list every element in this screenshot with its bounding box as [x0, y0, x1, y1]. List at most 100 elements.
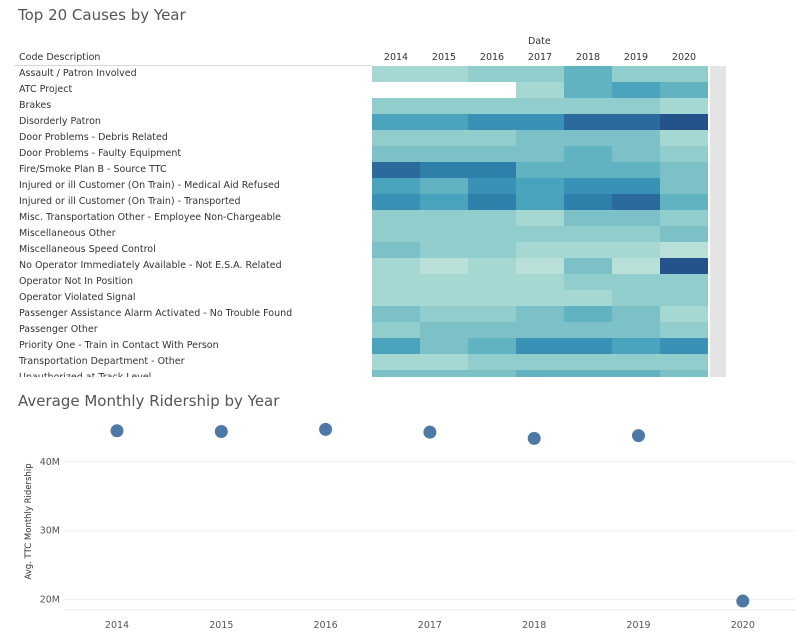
- heatmap-cell[interactable]: [420, 146, 468, 162]
- heatmap-cell[interactable]: [372, 306, 420, 322]
- row-label[interactable]: Passenger Other: [19, 324, 98, 335]
- heatmap-cell[interactable]: [468, 370, 516, 377]
- heatmap-cell[interactable]: [516, 306, 564, 322]
- heatmap-cell[interactable]: [564, 338, 612, 354]
- heatmap-cell[interactable]: [612, 178, 660, 194]
- heatmap-cell[interactable]: [420, 162, 468, 178]
- heatmap-cell[interactable]: [612, 226, 660, 242]
- row-label[interactable]: No Operator Immediately Available - Not …: [19, 260, 282, 271]
- heatmap-cell[interactable]: [516, 82, 564, 98]
- heatmap-cell[interactable]: [372, 274, 420, 290]
- heatmap-cell[interactable]: [660, 290, 708, 306]
- column-header-2014[interactable]: 2014: [383, 52, 409, 63]
- heatmap-cell[interactable]: [660, 242, 708, 258]
- heatmap-cell[interactable]: [660, 98, 708, 114]
- heatmap-cell[interactable]: [564, 370, 612, 377]
- heatmap-cell[interactable]: [612, 338, 660, 354]
- heatmap-cell[interactable]: [660, 194, 708, 210]
- heatmap-cell[interactable]: [420, 274, 468, 290]
- heatmap-cell[interactable]: [516, 274, 564, 290]
- heatmap-cell[interactable]: [372, 82, 420, 98]
- heatmap-cell[interactable]: [516, 258, 564, 274]
- heatmap-cell[interactable]: [660, 306, 708, 322]
- row-label[interactable]: Unauthorized at Track Level: [19, 372, 151, 377]
- heatmap-cell[interactable]: [612, 98, 660, 114]
- column-header-2015[interactable]: 2015: [431, 52, 457, 63]
- heatmap-cell[interactable]: [372, 242, 420, 258]
- heatmap-cell[interactable]: [516, 162, 564, 178]
- heatmap-cell[interactable]: [660, 162, 708, 178]
- heatmap-cell[interactable]: [660, 210, 708, 226]
- heatmap-cell[interactable]: [564, 82, 612, 98]
- heatmap-cell[interactable]: [660, 226, 708, 242]
- heatmap-cell[interactable]: [564, 258, 612, 274]
- heatmap-cell[interactable]: [564, 162, 612, 178]
- heatmap-cell[interactable]: [660, 178, 708, 194]
- heatmap-cell[interactable]: [660, 322, 708, 338]
- heatmap-cell[interactable]: [372, 66, 420, 82]
- heatmap-cell[interactable]: [516, 338, 564, 354]
- heatmap-cell[interactable]: [612, 370, 660, 377]
- heatmap-cell[interactable]: [516, 114, 564, 130]
- heatmap-cell[interactable]: [420, 194, 468, 210]
- heatmap-cell[interactable]: [564, 290, 612, 306]
- heatmap-cell[interactable]: [516, 370, 564, 377]
- data-point[interactable]: [736, 594, 750, 608]
- heatmap-cell[interactable]: [612, 114, 660, 130]
- heatmap-cell[interactable]: [612, 354, 660, 370]
- heatmap-cell[interactable]: [468, 290, 516, 306]
- row-label[interactable]: Fire/Smoke Plan B - Source TTC: [19, 164, 167, 175]
- heatmap-cell[interactable]: [612, 130, 660, 146]
- heatmap-cell[interactable]: [372, 258, 420, 274]
- heatmap-cell[interactable]: [612, 82, 660, 98]
- row-label[interactable]: Priority One - Train in Contact With Per…: [19, 340, 219, 351]
- heatmap-cell[interactable]: [420, 210, 468, 226]
- heatmap-cell[interactable]: [468, 162, 516, 178]
- row-label[interactable]: Door Problems - Faulty Equipment: [19, 148, 182, 159]
- heatmap-cell[interactable]: [660, 338, 708, 354]
- heatmap-cell[interactable]: [564, 194, 612, 210]
- heatmap-cell[interactable]: [564, 146, 612, 162]
- heatmap-cell[interactable]: [372, 194, 420, 210]
- heatmap-cell[interactable]: [612, 258, 660, 274]
- heatmap-cell[interactable]: [612, 242, 660, 258]
- heatmap-cell[interactable]: [468, 82, 516, 98]
- heatmap-cell[interactable]: [468, 98, 516, 114]
- heatmap-cell[interactable]: [420, 226, 468, 242]
- heatmap-cell[interactable]: [372, 226, 420, 242]
- row-label[interactable]: Disorderly Patron: [19, 116, 101, 127]
- heatmap-cell[interactable]: [468, 258, 516, 274]
- heatmap-cell[interactable]: [372, 130, 420, 146]
- data-point[interactable]: [110, 424, 124, 438]
- column-header-2018[interactable]: 2018: [575, 52, 601, 63]
- heatmap-cell[interactable]: [516, 226, 564, 242]
- heatmap-cell[interactable]: [468, 226, 516, 242]
- heatmap-cell[interactable]: [612, 274, 660, 290]
- heatmap-cell[interactable]: [468, 146, 516, 162]
- heatmap-cell[interactable]: [564, 66, 612, 82]
- heatmap-cell[interactable]: [564, 242, 612, 258]
- heatmap-cell[interactable]: [420, 130, 468, 146]
- row-label[interactable]: Misc. Transportation Other - Employee No…: [19, 212, 281, 223]
- heatmap-cell[interactable]: [612, 306, 660, 322]
- heatmap-cell[interactable]: [612, 210, 660, 226]
- data-point[interactable]: [214, 424, 228, 438]
- heatmap-cell[interactable]: [612, 162, 660, 178]
- heatmap-cell[interactable]: [564, 226, 612, 242]
- heatmap-cell[interactable]: [516, 194, 564, 210]
- row-label[interactable]: Miscellaneous Other: [19, 228, 116, 239]
- heatmap-cell[interactable]: [660, 82, 708, 98]
- heatmap-cell[interactable]: [468, 210, 516, 226]
- heatmap-cell[interactable]: [468, 178, 516, 194]
- heatmap-cell[interactable]: [372, 178, 420, 194]
- heatmap-cell[interactable]: [468, 130, 516, 146]
- heatmap-cell[interactable]: [516, 354, 564, 370]
- heatmap-cell[interactable]: [372, 98, 420, 114]
- heatmap-cell[interactable]: [420, 370, 468, 377]
- heatmap-cell[interactable]: [372, 210, 420, 226]
- row-label[interactable]: Door Problems - Debris Related: [19, 132, 168, 143]
- heatmap-cell[interactable]: [372, 290, 420, 306]
- row-label[interactable]: ATC Project: [19, 84, 73, 95]
- heatmap-cell[interactable]: [468, 322, 516, 338]
- heatmap-cell[interactable]: [516, 66, 564, 82]
